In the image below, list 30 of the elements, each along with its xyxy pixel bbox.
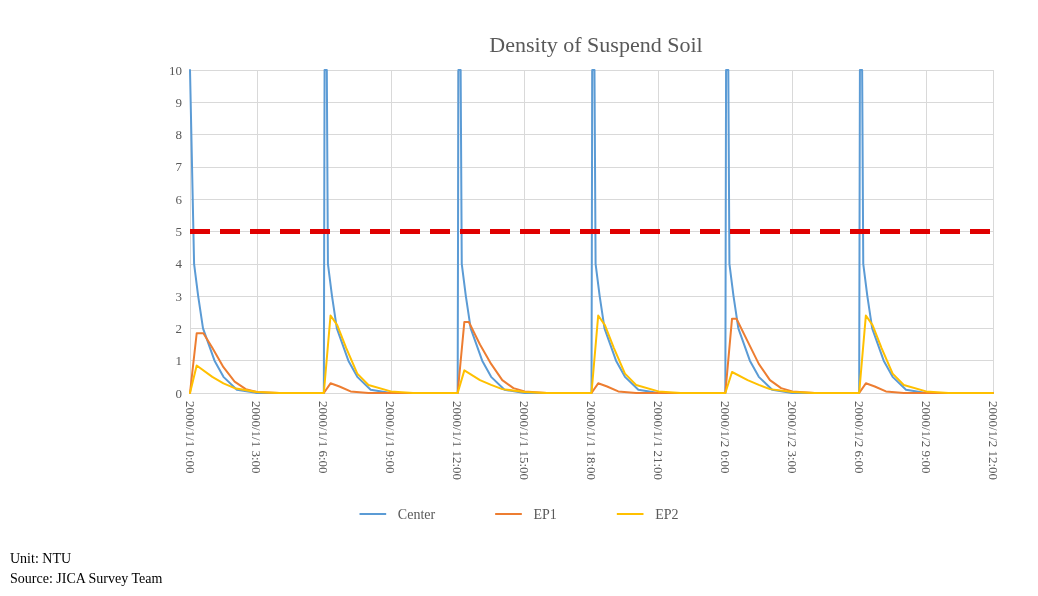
legend-label: EP1: [533, 506, 557, 522]
x-tick-label: 2000/1/2 0:00: [717, 401, 733, 474]
y-tick-label: 1: [175, 353, 182, 369]
y-tick-label: 9: [175, 94, 182, 110]
y-tick-label: 10: [169, 62, 182, 78]
legend-label: Center: [397, 506, 436, 522]
x-tick-label: 2000/1/1 6:00: [316, 401, 332, 474]
x-tick-label: 2000/1/2 12:00: [985, 401, 1001, 481]
x-tick-label: 2000/1/1 3:00: [249, 401, 265, 474]
x-tick-label: 2000/1/1 18:00: [584, 401, 599, 481]
x-tick-label: 2000/1/1 15:00: [517, 401, 533, 481]
y-tick-label: 7: [175, 159, 183, 175]
x-tick-label: 2000/1/2 3:00: [784, 401, 800, 474]
x-tick-label: 2000/1/1 21:00: [650, 401, 666, 481]
y-tick-label: 4: [175, 256, 183, 272]
y-tick-label: 5: [175, 224, 182, 239]
source-note: Source: JICA Survey Team: [10, 570, 163, 586]
y-tick-label: 0: [175, 385, 182, 401]
x-tick-label: 2000/1/2 6:00: [851, 401, 867, 474]
x-tick-label: 2000/1/1 9:00: [383, 401, 399, 474]
y-tick-label: 8: [175, 127, 182, 143]
text: Unit: NTU: [10, 550, 72, 566]
legend-label: EP2: [655, 506, 679, 522]
chart-title: Density of Suspend Soil: [489, 31, 703, 57]
x-tick-label: 2000/1/2 9:00: [918, 401, 934, 474]
x-tick-label: 2000/1/1 12:00: [450, 401, 466, 481]
x-tick-label: 2000/1/1 0:00: [182, 401, 198, 474]
y-tick-label: 2: [175, 320, 182, 336]
y-tick-label: 6: [175, 191, 183, 207]
y-tick-label: 3: [175, 288, 182, 304]
